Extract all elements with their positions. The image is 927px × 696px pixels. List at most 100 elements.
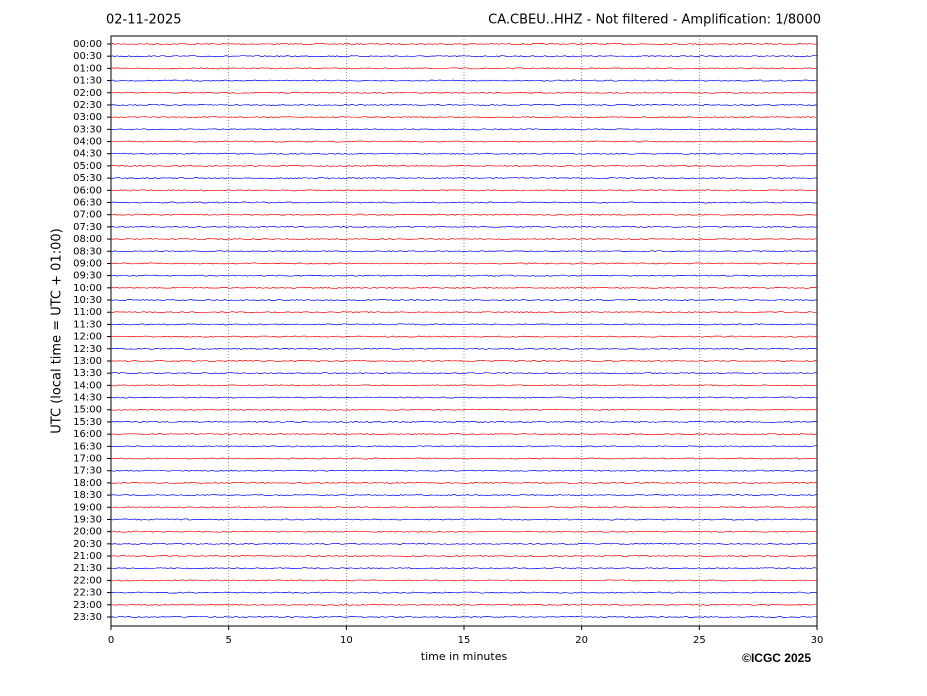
trace	[110, 311, 818, 314]
trace	[110, 177, 818, 180]
trace	[110, 299, 818, 301]
y-tick-label: 15:00	[73, 405, 102, 416]
y-tick-label: 04:30	[73, 149, 102, 160]
trace	[110, 542, 818, 545]
y-tick-label: 03:00	[73, 112, 102, 123]
trace	[110, 164, 818, 167]
y-tick-label: 23:00	[73, 600, 102, 611]
trace	[110, 213, 818, 216]
y-tick-label: 12:00	[73, 332, 102, 343]
trace	[110, 250, 818, 253]
x-tick-label: 25	[693, 635, 706, 646]
y-tick-label: 06:30	[73, 197, 102, 208]
chart-title: CA.CBEU..HHZ - Not filtered - Amplificat…	[488, 13, 821, 28]
trace	[110, 616, 818, 618]
y-tick-label: 22:30	[73, 588, 102, 599]
x-tick-label: 15	[458, 635, 471, 646]
y-tick-label: 10:30	[73, 295, 102, 306]
trace	[110, 274, 818, 277]
y-tick-label: 15:30	[73, 417, 102, 428]
y-tick-label: 06:00	[73, 185, 102, 196]
y-tick-label: 09:30	[73, 271, 102, 282]
y-tick-label: 13:00	[73, 356, 102, 367]
y-tick-label: 18:30	[73, 490, 102, 501]
y-tick-label: 01:30	[73, 76, 102, 87]
x-tick-label: 5	[225, 635, 231, 646]
trace	[110, 238, 818, 241]
y-tick-label: 13:30	[73, 368, 102, 379]
y-tick-label: 14:30	[73, 393, 102, 404]
trace	[111, 603, 817, 606]
y-tick-label: 20:00	[73, 527, 102, 538]
trace	[110, 189, 818, 192]
trace	[110, 335, 818, 338]
chart-date: 02-11-2025	[106, 13, 182, 28]
trace	[110, 152, 818, 155]
trace	[110, 55, 817, 58]
y-tick-label: 08:00	[73, 234, 102, 245]
trace	[110, 518, 818, 521]
y-tick-label: 18:00	[73, 478, 102, 489]
y-tick-label: 20:30	[73, 539, 102, 550]
y-tick-label: 01:00	[73, 63, 102, 74]
y-tick-label: 00:00	[73, 39, 102, 50]
trace	[110, 445, 817, 448]
y-tick-label: 05:00	[73, 161, 102, 172]
trace	[110, 372, 818, 375]
y-tick-label: 03:30	[73, 124, 102, 135]
trace	[110, 104, 818, 106]
trace	[111, 506, 817, 509]
x-tick-label: 0	[108, 635, 114, 646]
y-tick-label: 21:00	[73, 551, 102, 562]
trace	[110, 530, 818, 533]
y-tick-label: 04:00	[73, 137, 102, 148]
trace	[110, 201, 818, 204]
trace	[110, 347, 818, 350]
y-tick-label: 00:30	[73, 51, 102, 62]
y-tick-label: 07:00	[73, 210, 102, 221]
y-tick-label: 19:30	[73, 514, 102, 525]
trace	[110, 469, 818, 472]
trace	[110, 116, 818, 119]
trace	[110, 457, 818, 460]
y-tick-label: 16:30	[73, 441, 102, 452]
trace	[110, 286, 818, 289]
trace	[110, 43, 818, 45]
y-tick-label: 22:00	[73, 575, 102, 586]
trace	[110, 262, 818, 265]
y-tick-label: 08:30	[73, 246, 102, 257]
y-tick-label: 21:30	[73, 563, 102, 574]
y-tick-label: 17:00	[73, 454, 102, 465]
trace	[110, 384, 818, 387]
y-tick-label: 17:30	[73, 466, 102, 477]
y-tick-label: 02:00	[73, 88, 102, 99]
trace	[110, 567, 818, 570]
trace	[110, 481, 818, 484]
trace	[110, 579, 818, 582]
trace	[110, 128, 818, 131]
y-tick-label: 02:30	[73, 100, 102, 111]
x-axis-label: time in minutes	[421, 650, 508, 663]
trace	[110, 360, 818, 362]
trace	[110, 79, 817, 82]
trace	[110, 323, 818, 326]
y-tick-label: 09:00	[73, 258, 102, 269]
x-tick-label: 20	[575, 635, 588, 646]
trace	[111, 591, 818, 594]
y-tick-label: 05:30	[73, 173, 102, 184]
y-tick-label: 16:00	[73, 429, 102, 440]
y-tick-label: 19:00	[73, 502, 102, 513]
trace	[110, 140, 818, 143]
trace	[110, 225, 818, 228]
x-tick-label: 10	[340, 635, 353, 646]
trace	[110, 494, 818, 497]
trace	[110, 420, 818, 423]
trace	[110, 433, 818, 436]
y-tick-label: 23:30	[73, 612, 102, 623]
y-tick-label: 11:00	[73, 307, 102, 318]
trace	[110, 67, 818, 70]
x-tick-label: 30	[811, 635, 824, 646]
trace	[110, 408, 818, 411]
trace	[110, 91, 818, 94]
